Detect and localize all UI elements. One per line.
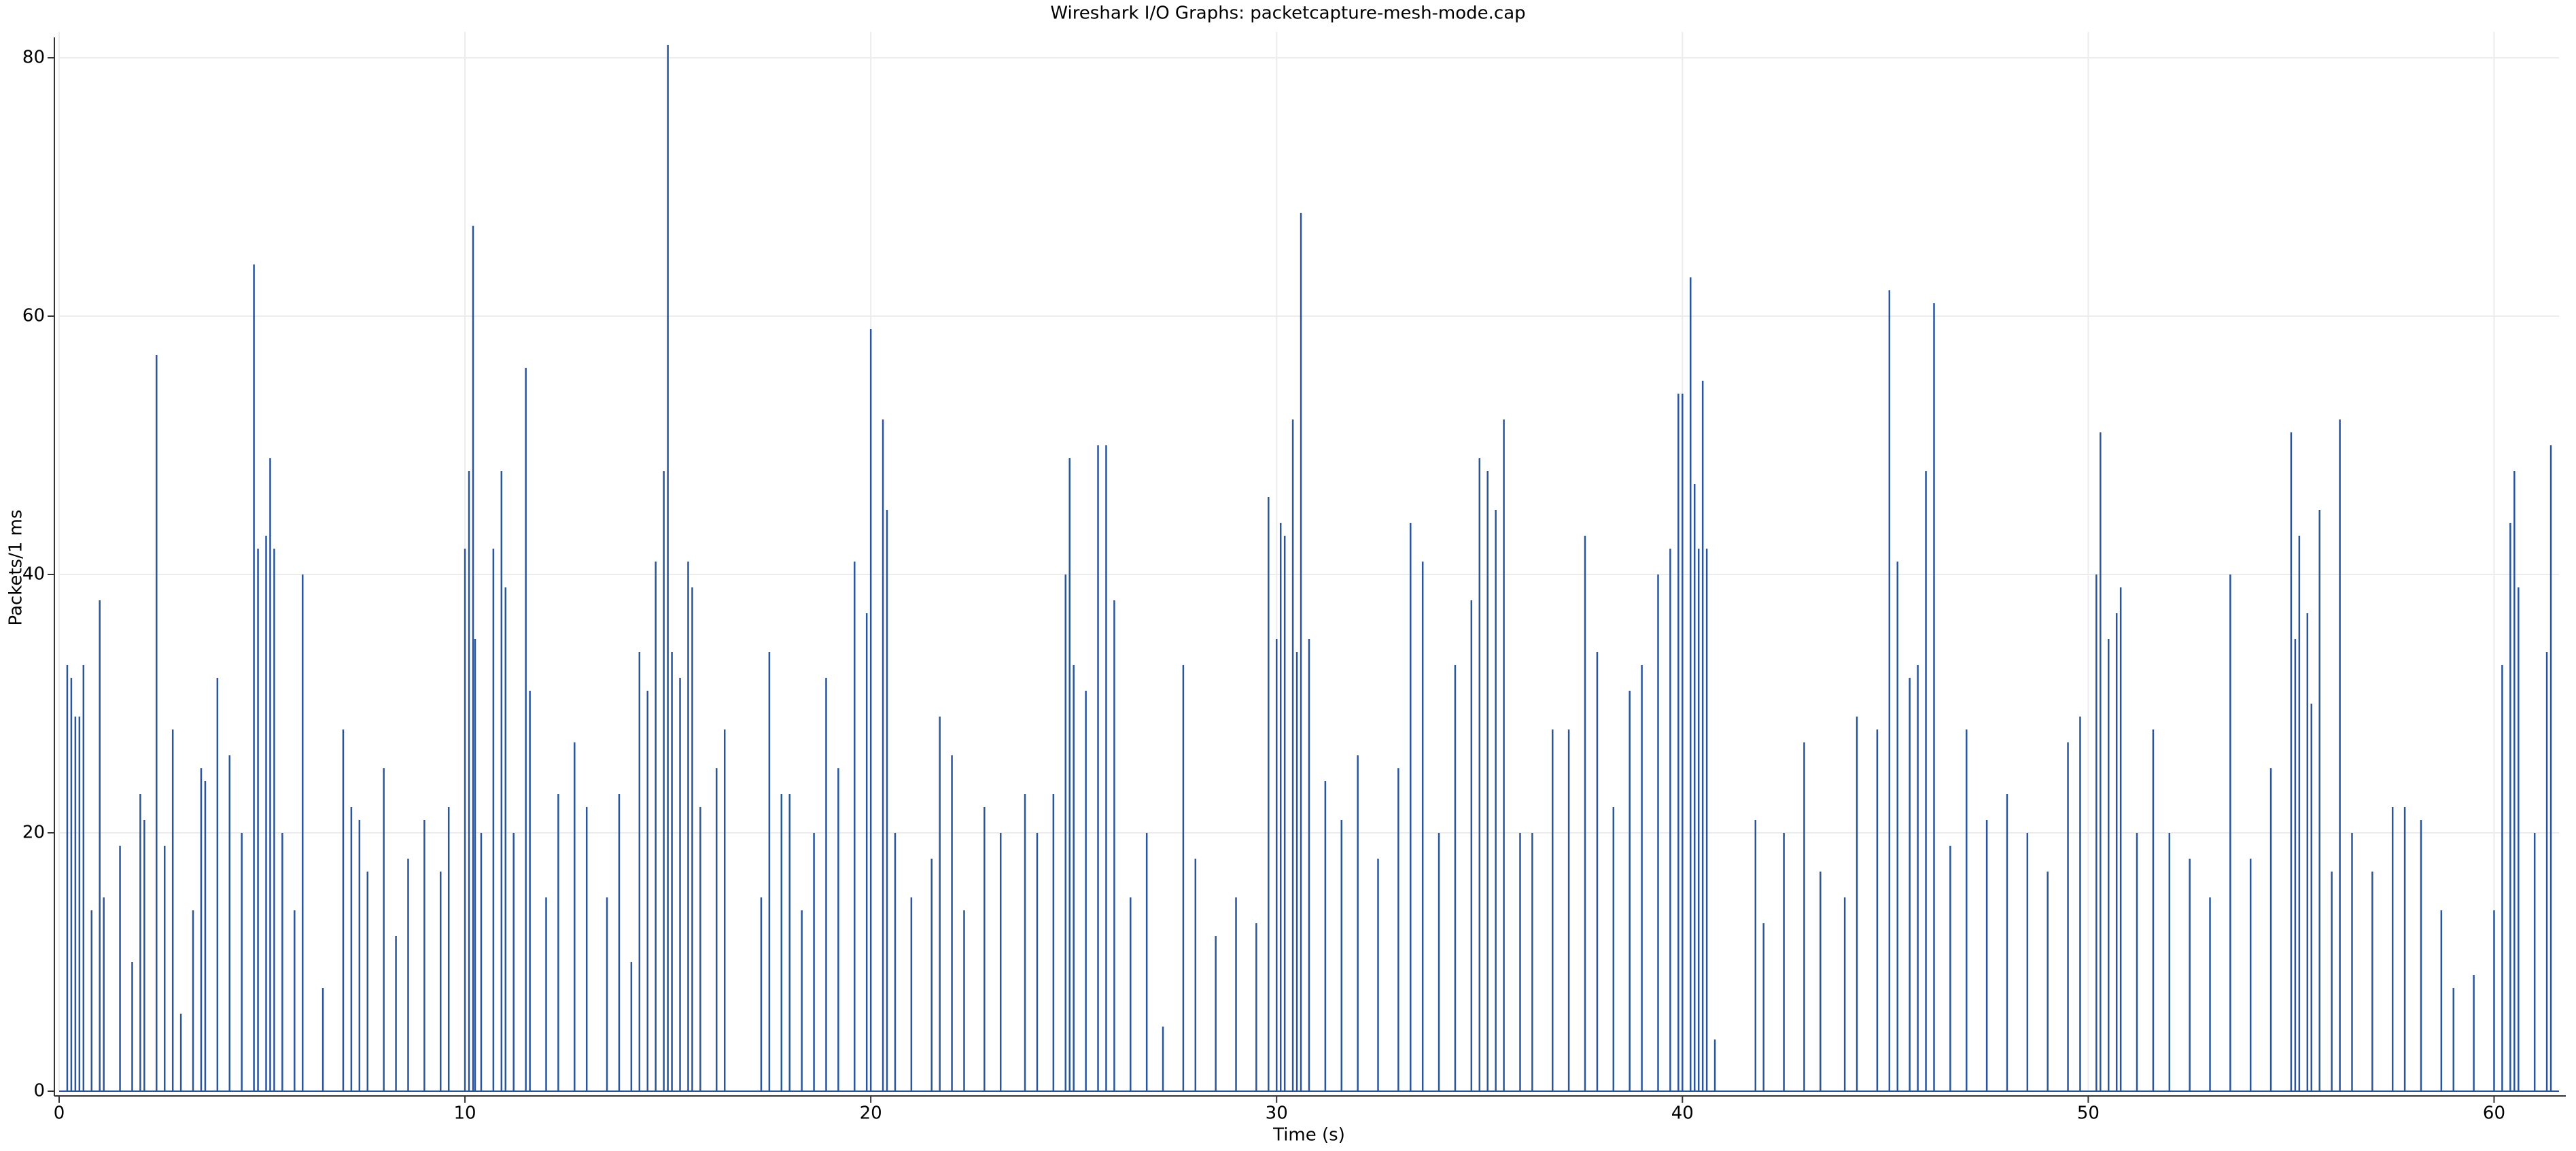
chart-title: Wireshark I/O Graphs: packetcapture-mesh… — [1050, 3, 1525, 24]
y-axis-label: Packets/1 ms — [6, 509, 27, 625]
x-axis-label: Time (s) — [1272, 1125, 1345, 1146]
x-tick-label: 40 — [1671, 1103, 1694, 1124]
x-tick-label: 50 — [2077, 1103, 2100, 1124]
y-tick-label: 20 — [22, 823, 45, 843]
x-tick-label: 30 — [1266, 1103, 1288, 1124]
x-tick-label: 0 — [54, 1103, 65, 1124]
y-tick-label: 40 — [22, 564, 45, 585]
y-tick-label: 80 — [22, 48, 45, 68]
x-tick-label: 60 — [2483, 1103, 2505, 1124]
x-tick-label: 20 — [860, 1103, 882, 1124]
x-tick-label: 10 — [454, 1103, 476, 1124]
y-tick-label: 60 — [22, 306, 45, 326]
y-tick-label: 0 — [33, 1081, 45, 1101]
